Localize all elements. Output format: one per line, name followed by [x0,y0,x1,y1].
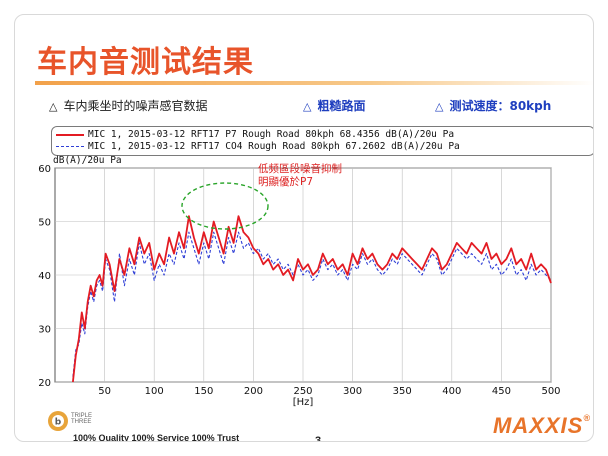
footer-slogan: 100% Quality 100% Service 100% Trust [73,433,240,442]
annotation-line-2: 明顯優於P7 [258,176,314,188]
chart-legend: MIC 1, 2015-03-12 RFT17 P7 Rough Road 80… [51,126,593,156]
triangle-icon: △ [435,100,444,113]
slide: 车内音测试结果 △ 车内乘坐时的噪声感官数据 △ 粗糙路面 △ 测试速度：80kph … [14,14,594,442]
highlight-ellipse [181,182,269,230]
svg-text:b: b [55,418,62,428]
slide-title: 车内音测试结果 [37,45,254,80]
info-item-3-label: 测试速度： [449,99,510,113]
info-item-3: △ 测试速度：80kph [435,97,551,114]
chart-annotation: 低频區段噪音抑制 明顯優於P7 [258,163,342,189]
info-item-3-value: 80kph [509,99,552,113]
x-tick-label: 400 [442,386,461,397]
x-axis-label: [Hz] [293,397,314,408]
y-axis-label: dB(A)/20u Pa [53,155,122,166]
series-line-co4 [72,231,552,377]
registered-mark: ® [583,413,591,423]
legend-entry-1-label: MIC 1, 2015-03-12 RFT17 P7 Rough Road 80… [88,129,455,140]
info-item-2-label: 粗糙路面 [317,99,366,113]
page-number: 3 [315,435,322,442]
maxxis-logo: MAXXIS® [493,413,591,439]
x-tick-label: 300 [343,386,362,397]
triangle-icon: △ [303,100,312,113]
legend-swatch-1 [56,133,84,136]
x-tick-label: 450 [492,386,511,397]
brand-name: MAXXIS [493,413,584,438]
x-tick-label: 250 [293,386,312,397]
info-item-1-label: 车内乘坐时的噪声感官数据 [63,99,208,113]
x-tick-label: 100 [145,386,164,397]
y-tick-label: 20 [38,378,51,389]
logo-text-line-2: THREE [71,419,92,425]
legend-swatch-2 [56,146,84,147]
info-item-1: △ 车内乘坐时的噪声感官数据 [49,97,207,114]
title-underline [35,81,593,85]
legend-entry-1: MIC 1, 2015-03-12 RFT17 P7 Rough Road 80… [56,129,454,140]
y-tick-label: 30 [38,325,51,336]
logo-text: TRIPLE THREE [71,413,92,425]
legend-entry-2-label: MIC 1, 2015-03-12 RFT17 CO4 Rough Road 8… [88,141,460,152]
triple-three-logo-icon: b [48,411,68,431]
series-line-p7 [72,215,552,383]
x-tick-label: 50 [98,386,111,397]
y-tick-label: 40 [38,271,51,282]
x-tick-label: 350 [393,386,412,397]
y-tick-label: 60 [38,164,51,175]
y-tick-label: 50 [38,218,51,229]
x-tick-label: 150 [194,386,213,397]
annotation-line-1: 低频區段噪音抑制 [258,163,342,175]
x-tick-label: 200 [244,386,263,397]
info-item-2: △ 粗糙路面 [303,97,365,114]
logo-text-line-1: TRIPLE [71,413,93,419]
triangle-icon: △ [49,100,58,113]
legend-entry-2: MIC 1, 2015-03-12 RFT17 CO4 Rough Road 8… [56,141,460,152]
x-tick-label: 500 [541,386,560,397]
noise-chart: 50 100 150 200 250 300 350 400 450 500 20 30 40 50 60 [… [38,164,560,408]
